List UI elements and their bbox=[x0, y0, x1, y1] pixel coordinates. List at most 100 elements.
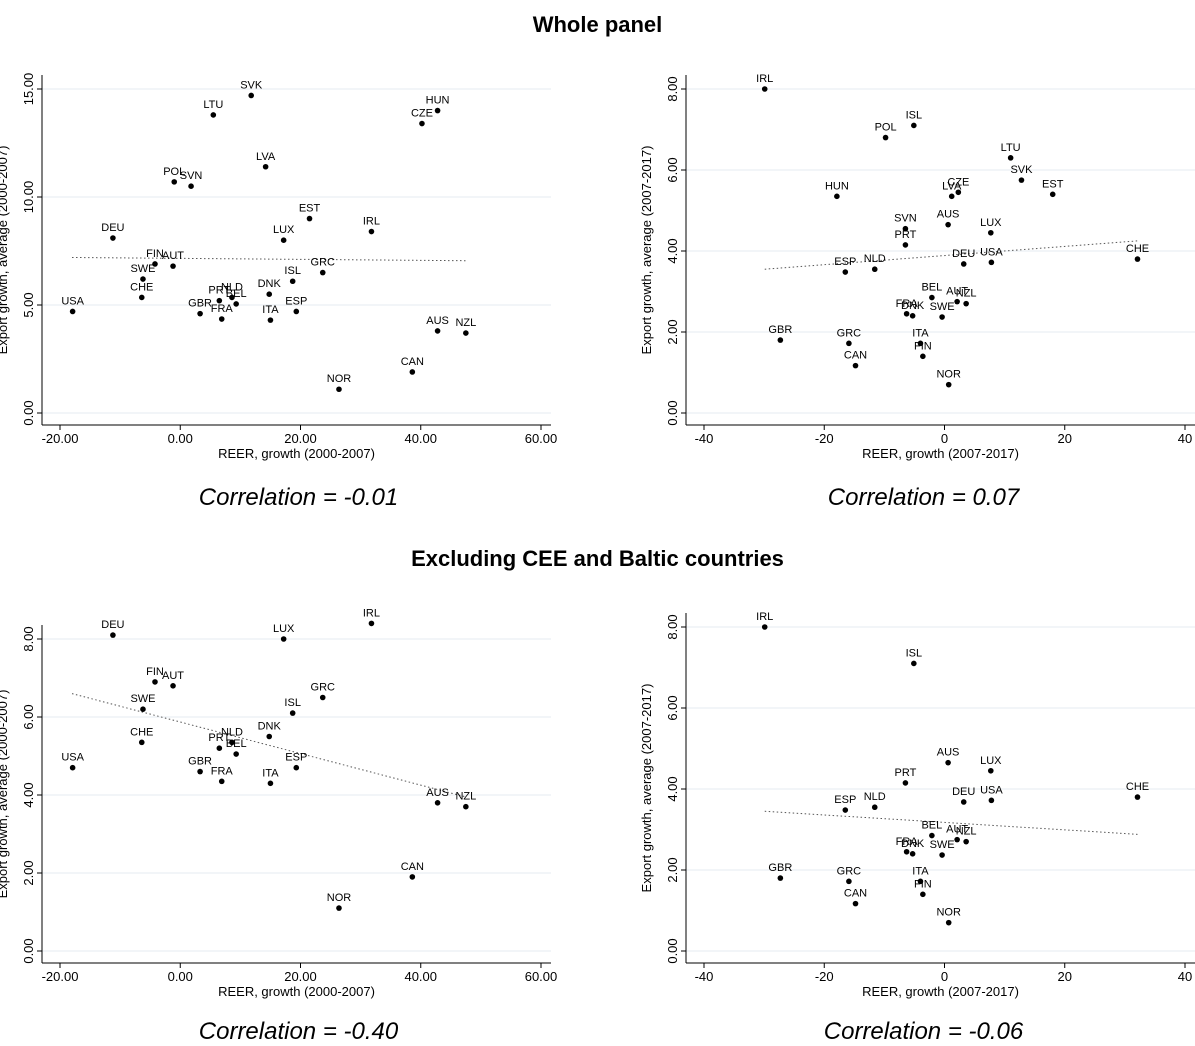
panel-4-point-label-fin: FIN bbox=[914, 878, 932, 890]
panel-1-point-label-swe: SWE bbox=[130, 263, 155, 275]
panel-4-point-grc bbox=[846, 878, 852, 885]
panel-4-y-tick-label: 8.00 bbox=[665, 614, 680, 639]
panel-4-point-nor bbox=[945, 919, 952, 926]
panel-3-point-nor bbox=[336, 905, 342, 911]
panel-2-point-label-nld: NLD bbox=[864, 253, 886, 265]
panel-4-point-fin bbox=[920, 891, 926, 898]
panel-4-point-deu bbox=[960, 799, 967, 805]
panel-3-point-aut bbox=[170, 683, 176, 689]
panel-4-x-tick-label: 20 bbox=[1058, 969, 1072, 984]
panel-2-point-ltu bbox=[1007, 155, 1014, 161]
panel-2-point-label-ita: ITA bbox=[912, 327, 929, 339]
panel-1-point-label-irl: IRL bbox=[363, 216, 380, 228]
panel-1-point-deu bbox=[110, 235, 116, 241]
panel-1-point-aus bbox=[434, 328, 441, 334]
panel-3-point-label-fra: FRA bbox=[211, 765, 234, 777]
panel-2-point-can bbox=[852, 362, 859, 369]
panel-3-x-tick-label: 0.00 bbox=[168, 969, 193, 984]
panel-3-x-tick-label: 60.00 bbox=[525, 969, 558, 984]
panel-3-point-label-esp: ESP bbox=[285, 752, 307, 764]
panel-4-point-nzl bbox=[963, 838, 969, 845]
panel-2-x-tick-label: 40 bbox=[1178, 431, 1192, 446]
panel-3-point-irl bbox=[368, 620, 375, 627]
panel-1-point-ltu bbox=[210, 112, 217, 118]
panel-4-y-axis-title: Export growth, average (2007-2017) bbox=[639, 684, 654, 893]
panel-1-point-label-usa: USA bbox=[61, 295, 84, 307]
panel-2-point-ita bbox=[917, 340, 924, 347]
panel-4-x-tick-label: -40 bbox=[695, 969, 714, 984]
panel-2-point-label-dnk: DNK bbox=[901, 300, 925, 312]
panel-3-point-aus bbox=[434, 800, 441, 806]
section-title-whole-panel: Whole panel bbox=[532, 12, 663, 37]
panel-1-y-tick-label: 10.00 bbox=[21, 181, 36, 214]
panel-4-point-isl bbox=[911, 660, 917, 667]
panel-3-point-deu bbox=[110, 632, 116, 638]
panel-4-point-aus bbox=[945, 759, 951, 766]
panel-3-point-usa bbox=[69, 764, 76, 771]
panel-4-x-tick-label: 0 bbox=[941, 969, 948, 984]
panel-4-point-label-grc: GRC bbox=[837, 865, 862, 877]
panel-4-point-label-aut: AUT bbox=[946, 824, 968, 836]
panel-4-point-label-esp: ESP bbox=[834, 794, 856, 806]
panel-2-point-label-can: CAN bbox=[844, 350, 867, 362]
correlation-label-bottom-left: Correlation = -0.40 bbox=[198, 1018, 399, 1045]
panel-1-point-label-can: CAN bbox=[401, 356, 424, 368]
panel-2-point-dnk bbox=[909, 313, 916, 319]
panel-1-point-label-isl: ISL bbox=[284, 265, 301, 277]
panel-1-y-tick-label: 0.00 bbox=[21, 400, 36, 425]
panel-3-point-label-nzl: NZL bbox=[455, 791, 476, 803]
panel-2-point-label-nor: NOR bbox=[936, 369, 961, 381]
panel-1-fit-line bbox=[72, 256, 466, 262]
panel-4-point-label-fra: FRA bbox=[896, 836, 919, 848]
panel-4-point-gbr bbox=[777, 875, 784, 881]
panel-1-point-label-nor: NOR bbox=[327, 373, 352, 385]
panel-3-x-tick-label: 40.00 bbox=[404, 969, 437, 984]
panel-1-x-tick-label: 0.00 bbox=[168, 431, 193, 446]
panel-2-y-tick-label: 2.00 bbox=[665, 319, 680, 344]
panel-1-point-label-hun: HUN bbox=[426, 95, 450, 107]
panel-2-point-label-aut: AUT bbox=[946, 286, 968, 298]
panel-3-point-label-nld: NLD bbox=[221, 726, 243, 738]
panel-1-point-label-svn: SVN bbox=[180, 170, 203, 182]
panel-1-point-label-fra: FRA bbox=[211, 303, 234, 315]
panel-1-point-esp bbox=[293, 308, 300, 315]
panel-3-point-isl bbox=[289, 710, 296, 716]
panel-4-point-label-nor: NOR bbox=[936, 907, 961, 919]
panel-1-point-label-ltu: LTU bbox=[203, 99, 223, 111]
panel-3-point-label-grc: GRC bbox=[311, 682, 336, 694]
panel-2-point-label-che: CHE bbox=[1126, 243, 1149, 255]
panel-3-y-tick-label: 2.00 bbox=[21, 860, 36, 885]
panel-1-point-label-esp: ESP bbox=[285, 295, 307, 307]
panel-2-x-tick-label: -20 bbox=[815, 431, 834, 446]
panel-3-point-label-swe: SWE bbox=[130, 693, 155, 705]
panel-1-point-svn bbox=[188, 183, 194, 189]
panel-4-point-dnk bbox=[909, 851, 916, 857]
panel-1-point-swe bbox=[140, 276, 146, 282]
panel-1-point-bel bbox=[233, 301, 239, 307]
panel-3-point-nld bbox=[229, 739, 235, 746]
section-title-excluding-cee: Excluding CEE and Baltic countries bbox=[411, 546, 784, 571]
panel-1-point-label-bel: BEL bbox=[226, 288, 247, 300]
panel-1-point-label-che: CHE bbox=[130, 281, 153, 293]
panel-1-point-fra bbox=[218, 316, 225, 322]
panel-1-point-label-gbr: GBR bbox=[188, 298, 212, 310]
panel-3-point-label-lux: LUX bbox=[273, 623, 295, 635]
panel-2-point-usa bbox=[988, 259, 995, 266]
panel-2-point-cze bbox=[955, 189, 962, 196]
panel-3-point-che bbox=[138, 739, 145, 746]
panel-2-point-lva bbox=[948, 193, 955, 200]
panel-4-point-ita bbox=[917, 878, 924, 885]
panel-3-point-prt bbox=[216, 745, 223, 751]
panel-4-y-tick-label: 6.00 bbox=[665, 695, 680, 720]
panel-3-y-tick-label: 4.00 bbox=[21, 782, 36, 807]
panel-1-point-nld bbox=[229, 294, 235, 301]
panel-2-point-label-est: EST bbox=[1042, 178, 1064, 190]
panel-2-x-axis-title: REER, growth (2007-2017) bbox=[862, 446, 1019, 461]
panel-2-point-label-isl: ISL bbox=[906, 109, 923, 121]
panel-4-point-label-can: CAN bbox=[844, 888, 867, 900]
panel-3-point-label-nor: NOR bbox=[327, 892, 352, 904]
panel-1-point-label-aut: AUT bbox=[162, 250, 184, 262]
panel-4-point-label-nzl: NZL bbox=[956, 826, 977, 838]
panel-4-point-label-gbr: GBR bbox=[768, 862, 792, 874]
